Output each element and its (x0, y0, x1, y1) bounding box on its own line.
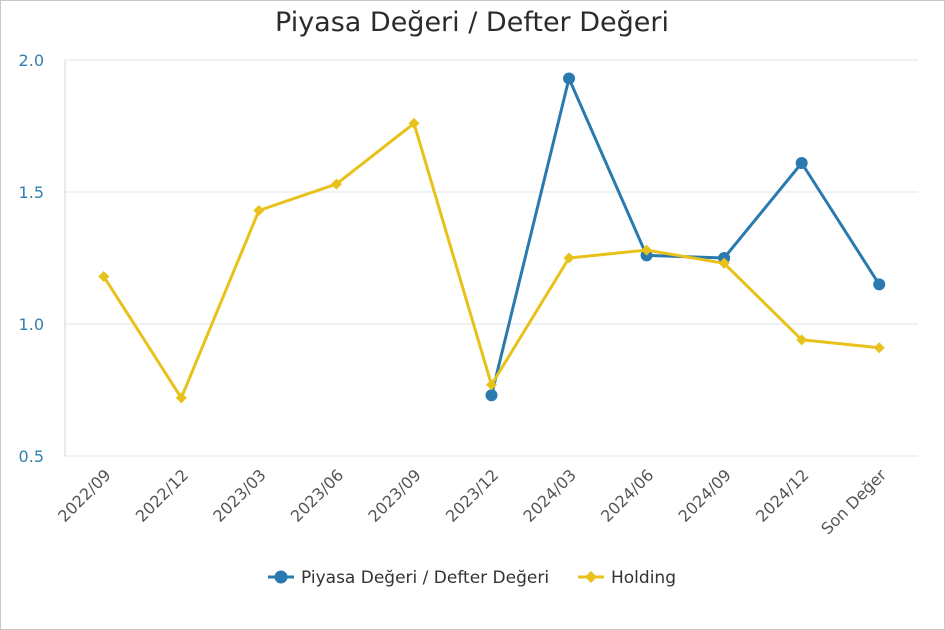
data-point-diamond (98, 270, 110, 282)
x-tick-label: 2024/06 (597, 465, 657, 525)
x-tick-label: 2022/12 (132, 465, 192, 525)
x-tick-label: 2023/12 (442, 465, 502, 525)
legend-item-1: Piyasa Değeri / Defter Değeri (268, 568, 549, 588)
series-layer (98, 72, 886, 404)
data-point-diamond (641, 244, 653, 256)
data-point-diamond (796, 334, 808, 346)
data-point-diamond (486, 379, 497, 391)
data-point-circle (563, 72, 576, 85)
grid-layer (65, 59, 918, 457)
data-point-diamond (408, 117, 420, 129)
legend-marker-circle (274, 570, 288, 584)
data-point-circle (873, 278, 886, 291)
data-point-circle (795, 156, 808, 169)
legend-label: Holding (611, 568, 676, 588)
axis-layer: 0.5 1.0 1.5 2.0 2022/09 2022/12 2023/03 2023/06… (19, 51, 891, 538)
data-point-diamond (253, 204, 265, 216)
x-tick-label: 2023/09 (364, 465, 424, 525)
legend: Piyasa Değeri / Defter Değeri Holding (268, 568, 676, 588)
chart-title: Piyasa Değeri / Defter Değeri (275, 7, 669, 38)
series-line-2 (102, 121, 880, 400)
legend-label: Piyasa Değeri / Defter Değeri (301, 568, 549, 588)
legend-marker-diamond (585, 571, 597, 583)
data-point-diamond (873, 342, 885, 354)
data-point-diamond (175, 392, 187, 404)
series-line-1 (490, 77, 881, 396)
x-tick-label: Son Değer (817, 465, 890, 538)
y-tick-label: 0.5 (19, 447, 44, 466)
data-point-circle (485, 389, 498, 402)
x-tick-label: 2022/09 (54, 465, 114, 525)
x-tick-label: 2023/03 (209, 465, 269, 525)
legend-item-2: Holding (578, 568, 676, 588)
data-point-diamond (718, 257, 730, 269)
x-tick-label: 2024/03 (519, 465, 579, 525)
data-point-diamond (563, 252, 575, 264)
y-tick-label: 1.5 (19, 183, 44, 202)
data-point-diamond (330, 178, 342, 190)
y-tick-label: 2.0 (19, 51, 44, 70)
y-tick-label: 1.0 (19, 315, 44, 334)
x-tick-label: 2024/12 (752, 465, 812, 525)
x-tick-label: 2024/09 (675, 465, 735, 525)
x-tick-label: 2023/06 (287, 465, 347, 525)
